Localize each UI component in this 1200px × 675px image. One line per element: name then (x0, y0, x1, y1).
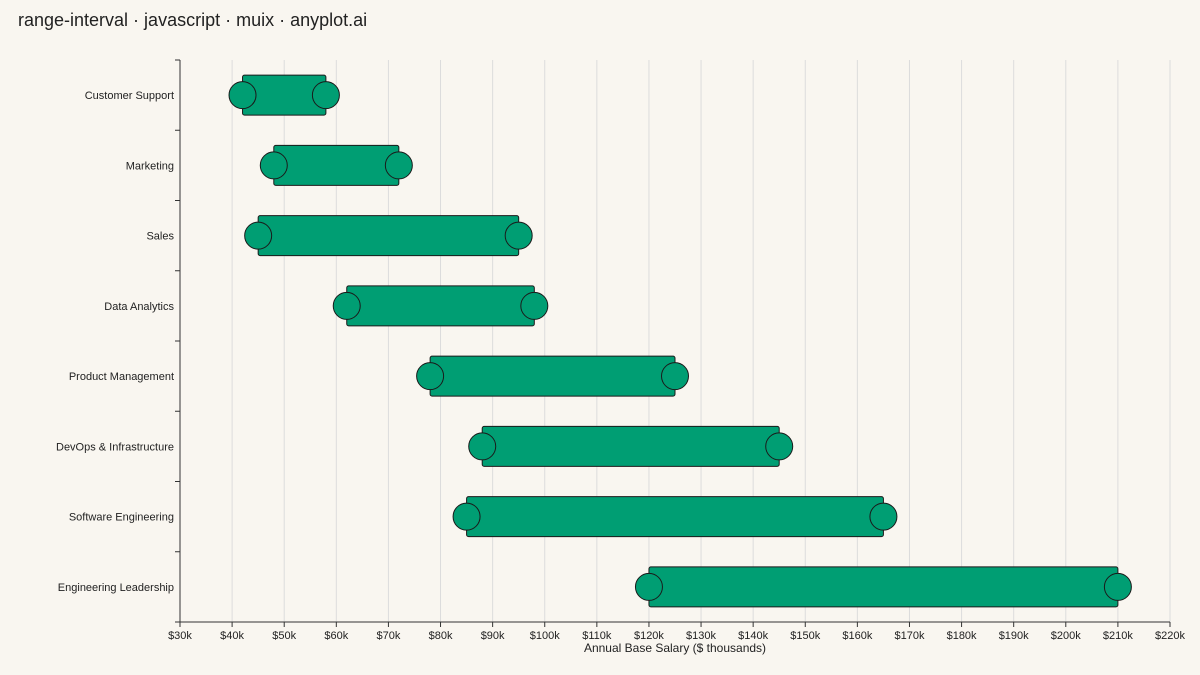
x-tick-label: $110k (582, 630, 612, 642)
x-tick-label: $180k (947, 630, 977, 642)
y-tick-label: DevOps & Infrastructure (56, 441, 174, 453)
page-title: range-interval · javascript · muix · any… (18, 10, 368, 30)
range-low-point (452, 502, 481, 531)
axis-tick-labels: $30k $40k $50k $60k $70k $80k $90k $100k $110k $1… (56, 90, 1185, 655)
range-high-point (869, 502, 898, 531)
x-tick-label: $130k (686, 630, 716, 642)
range-high-point (520, 291, 549, 320)
axes (175, 59, 1171, 627)
range-high-point (765, 432, 794, 461)
range-low-point (634, 572, 663, 601)
range-high-point (504, 221, 533, 250)
y-tick-label: Product Management (69, 371, 174, 383)
x-tick-label: $210k (1103, 630, 1133, 642)
y-tick-label: Marketing (126, 160, 174, 172)
x-tick-label: $150k (790, 630, 820, 642)
series-bars (228, 74, 1132, 608)
y-tick-label: Engineering Leadership (58, 582, 174, 594)
x-tick-label: $120k (634, 630, 664, 642)
x-tick-label: $170k (894, 630, 924, 642)
x-tick-label: $160k (842, 630, 872, 642)
range-bar (648, 566, 1119, 608)
range-high-point (311, 81, 340, 110)
x-axis-label: Annual Base Salary ($ thousands) (584, 641, 766, 655)
grid-lines (231, 60, 1171, 622)
y-tick-label: Sales (146, 231, 174, 243)
range-low-point (416, 362, 445, 391)
x-tick-label: $60k (324, 630, 348, 642)
x-tick-label: $40k (220, 630, 244, 642)
range-low-point (228, 81, 257, 110)
range-high-point (661, 362, 689, 391)
range-bar (429, 355, 676, 397)
range-bar (273, 144, 400, 186)
x-tick-label: $90k (481, 630, 505, 642)
x-tick-label: $140k (738, 630, 768, 642)
x-tick-label: $80k (429, 630, 453, 642)
x-tick-label: $50k (272, 630, 296, 642)
range-high-point (1103, 572, 1132, 601)
x-tick-label: $30k (168, 630, 192, 642)
x-tick-label: $190k (999, 630, 1029, 642)
x-tick-label: $200k (1051, 630, 1081, 642)
y-tick-label: Data Analytics (104, 301, 174, 313)
range-bar (257, 215, 520, 257)
x-tick-label: $220k (1155, 630, 1185, 642)
range-high-point (384, 151, 413, 180)
range-low-point (332, 291, 361, 320)
x-tick-label: $70k (376, 630, 400, 642)
range-bar (346, 285, 535, 327)
y-tick-label: Customer Support (85, 90, 174, 102)
range-low-point (244, 221, 273, 250)
y-tick-label: Software Engineering (69, 512, 174, 524)
range-bar (466, 496, 884, 538)
range-low-point (259, 151, 288, 180)
range-bar (481, 425, 780, 467)
range-low-point (468, 432, 497, 461)
x-tick-label: $100k (530, 630, 560, 642)
